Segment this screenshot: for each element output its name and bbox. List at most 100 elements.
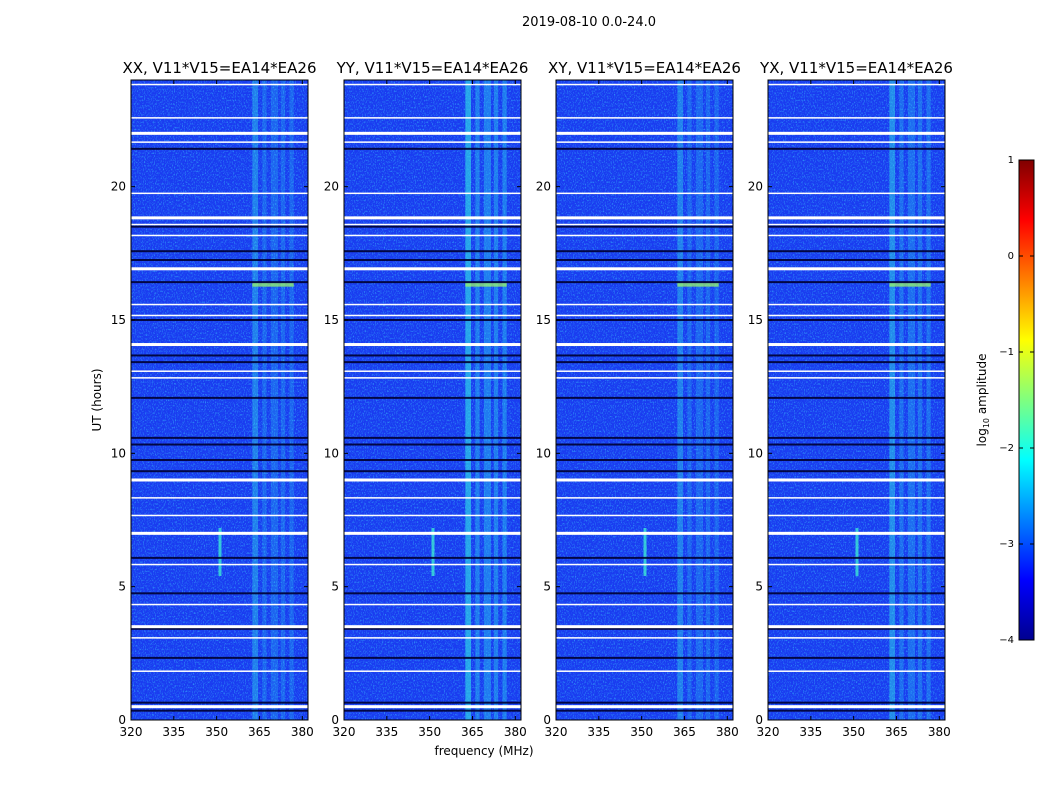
dark-row (768, 361, 945, 364)
x-tick-label: 350 (418, 725, 441, 739)
spectrogram-panels: XX, V11*V15=EA14*EA26 320 335 350 365 380 0 5 10… (111, 59, 953, 739)
flagged-row (768, 705, 945, 709)
colorbar-tick-label: −3 (999, 539, 1014, 550)
dark-row (344, 354, 521, 357)
flagged-row (768, 234, 945, 237)
y-tick-label: 10 (324, 446, 339, 460)
flagged-row (768, 314, 945, 317)
panel-title: YY, V11*V15=EA14*EA26 (336, 59, 529, 77)
flagged-row (131, 377, 308, 379)
dark-row (344, 443, 521, 446)
dark-row (556, 319, 733, 321)
dark-row (556, 259, 733, 261)
panel-1: XX, V11*V15=EA14*EA26 320 335 350 365 380 0 5 10… (111, 59, 317, 739)
flagged-row (344, 377, 521, 379)
flagged-row (131, 131, 308, 135)
flagged-row (768, 192, 945, 195)
flagged-row (768, 343, 945, 347)
flagged-row (131, 267, 308, 271)
dark-row (344, 701, 521, 704)
spectrogram-image (344, 80, 521, 720)
dark-row (556, 556, 733, 559)
panel-frame (767, 79, 946, 721)
dark-row (556, 709, 733, 712)
dark-row (344, 396, 521, 399)
dark-row (131, 225, 308, 228)
y-tick-label: 10 (748, 446, 763, 460)
flagged-row (344, 234, 521, 237)
panel-title: XY, V11*V15=EA14*EA26 (548, 59, 741, 77)
rfi-band (889, 80, 896, 720)
rfi-band (493, 80, 499, 720)
flagged-row (556, 497, 733, 499)
flagged-row (344, 625, 521, 629)
x-tick-label: 350 (205, 725, 228, 739)
flagged-row (556, 303, 733, 306)
dark-row (131, 470, 308, 473)
flagged-row (768, 117, 945, 119)
rfi-band (695, 80, 704, 720)
flagged-row (556, 83, 733, 86)
flagged-row (131, 216, 308, 220)
flagged-row (131, 497, 308, 499)
flagged-row (768, 141, 945, 143)
flagged-row (344, 497, 521, 499)
dark-row (556, 147, 733, 150)
dark-row (344, 250, 521, 253)
spectrogram-noise (556, 80, 733, 720)
dark-row (131, 319, 308, 321)
x-tick-label: 380 (291, 725, 314, 739)
dark-row (556, 627, 733, 630)
x-tick-label: 365 (885, 725, 908, 739)
rfi-band (475, 80, 480, 720)
transient-rfi (218, 528, 222, 576)
flagged-row (556, 625, 733, 629)
panel-4: YX, V11*V15=EA14*EA26 320 335 350 365 380 0 5 10… (748, 59, 953, 739)
transient-rfi (855, 528, 859, 576)
y-tick-label: 20 (111, 180, 126, 194)
y-tick-label: 20 (536, 180, 551, 194)
spectrogram-noise (768, 80, 945, 720)
rfi-burst (677, 282, 719, 287)
y-tick-label: 10 (111, 446, 126, 460)
dark-row (131, 396, 308, 399)
flagged-row (344, 192, 521, 195)
rfi-band (262, 80, 267, 720)
figure-suptitle: 2019-08-10 0.0-24.0 (522, 15, 656, 30)
dark-row (768, 709, 945, 712)
flagged-row (556, 514, 733, 517)
flagged-row (131, 343, 308, 347)
colorbar-tick-label: 0 (1008, 251, 1014, 262)
dark-row (131, 354, 308, 357)
rfi-band (465, 80, 472, 720)
flagged-row (131, 192, 308, 195)
y-tick-label: 0 (755, 713, 763, 727)
dark-row (768, 354, 945, 357)
x-tick-label: 335 (162, 725, 185, 739)
panel-title: XX, V11*V15=EA14*EA26 (122, 59, 316, 77)
flagged-row (556, 670, 733, 672)
dark-row (344, 709, 521, 712)
flagged-row (768, 131, 945, 135)
dark-row (556, 443, 733, 446)
flagged-row (768, 267, 945, 271)
dark-row (344, 436, 521, 439)
flagged-row (768, 603, 945, 606)
flagged-row (131, 670, 308, 672)
rfi-band (907, 80, 916, 720)
rfi-band (677, 80, 684, 720)
x-tick-label: 320 (545, 725, 568, 739)
x-tick-label: 365 (673, 725, 696, 739)
dark-row (131, 443, 308, 446)
x-tick-label: 365 (248, 725, 271, 739)
flagged-row (344, 478, 521, 482)
flagged-row (344, 370, 521, 372)
flagged-row (768, 223, 945, 226)
y-tick-label: 10 (536, 446, 551, 460)
flagged-row (131, 531, 308, 535)
y-tick-label: 20 (748, 180, 763, 194)
dark-row (344, 281, 521, 284)
colorbar-tick-label: −2 (999, 443, 1014, 454)
colorbar-ticks: 1 0 −1 −2 −3 −4 (999, 155, 1034, 646)
y-tick-label: 0 (118, 713, 126, 727)
